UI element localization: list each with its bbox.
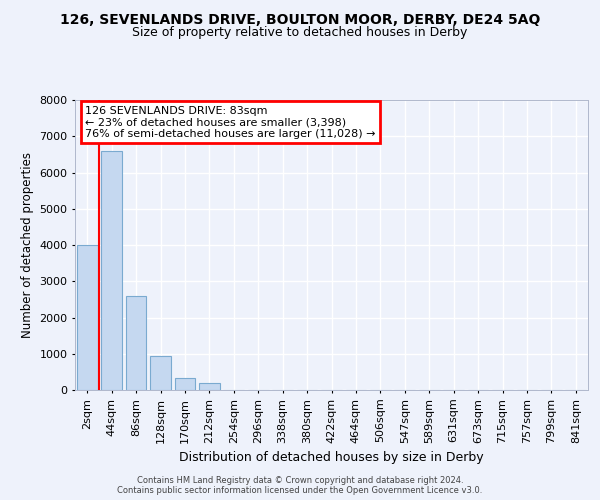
Y-axis label: Number of detached properties: Number of detached properties bbox=[20, 152, 34, 338]
Bar bbox=[101, 151, 122, 390]
Bar bbox=[150, 356, 171, 390]
Bar bbox=[175, 378, 196, 390]
Text: Contains HM Land Registry data © Crown copyright and database right 2024.
Contai: Contains HM Land Registry data © Crown c… bbox=[118, 476, 482, 495]
Bar bbox=[125, 296, 146, 390]
X-axis label: Distribution of detached houses by size in Derby: Distribution of detached houses by size … bbox=[179, 451, 484, 464]
Bar bbox=[199, 384, 220, 390]
Bar bbox=[77, 245, 98, 390]
Text: Size of property relative to detached houses in Derby: Size of property relative to detached ho… bbox=[133, 26, 467, 39]
Text: 126 SEVENLANDS DRIVE: 83sqm
← 23% of detached houses are smaller (3,398)
76% of : 126 SEVENLANDS DRIVE: 83sqm ← 23% of det… bbox=[85, 106, 376, 139]
Text: 126, SEVENLANDS DRIVE, BOULTON MOOR, DERBY, DE24 5AQ: 126, SEVENLANDS DRIVE, BOULTON MOOR, DER… bbox=[60, 12, 540, 26]
